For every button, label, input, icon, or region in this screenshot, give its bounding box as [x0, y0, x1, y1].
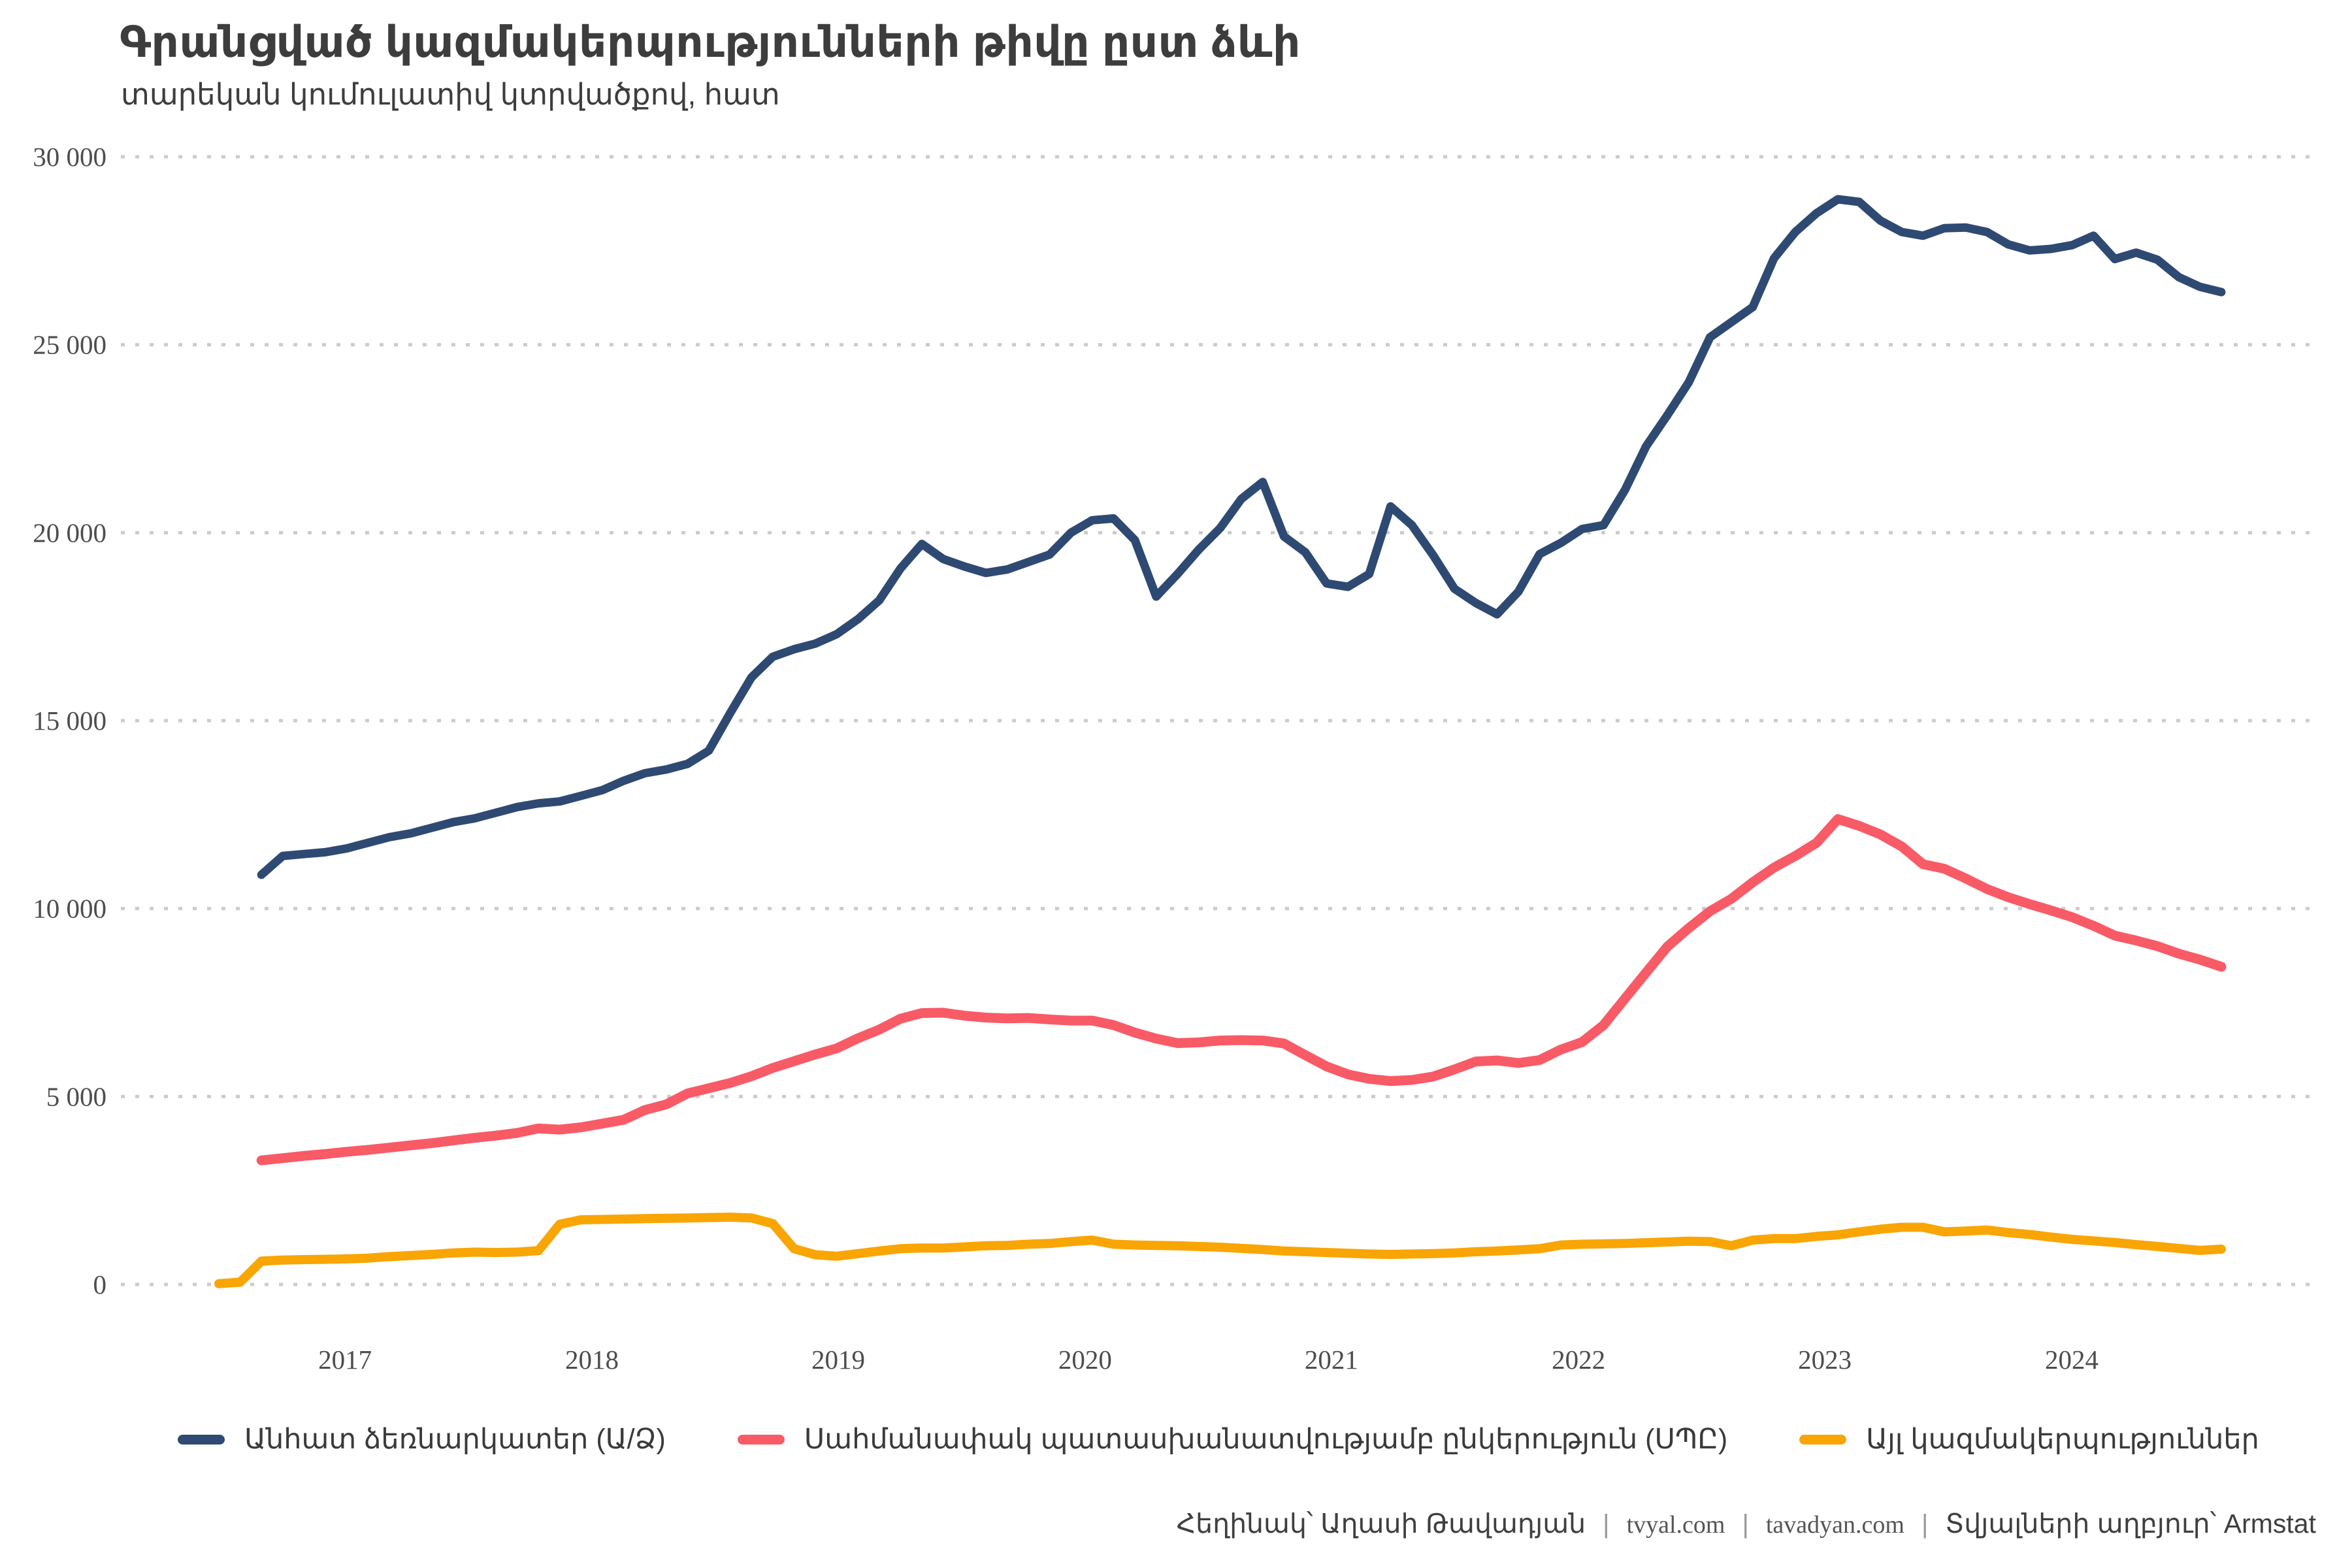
y-tick-label: 10 000 — [33, 894, 106, 924]
chart-subtitle: տարեկան կումուլատիվ կտրվածքով, հատ — [121, 78, 780, 111]
footer-link-tvyal: tvyal.com — [1626, 1511, 1725, 1539]
y-tick-label: 20 000 — [33, 517, 106, 547]
footer-separator: | — [1742, 1510, 1749, 1539]
x-tick-label-2022: 2022 — [1552, 1345, 1605, 1375]
legend-swatch-icon — [178, 1434, 225, 1445]
footer-source: Տվյալների աղբյուր՝ Armstat — [1945, 1509, 2316, 1539]
series-line-0 — [257, 195, 2226, 879]
footer-separator: | — [1603, 1510, 1610, 1539]
legend-label: Սահմանափակ պատասխանատվությամբ ընկերությո… — [804, 1424, 1728, 1455]
footer-link-tavadyan: tavadyan.com — [1765, 1511, 1904, 1539]
x-tick-label-2017: 2017 — [318, 1345, 372, 1375]
legend-item-2: Այլ կազմակերպություններ — [1799, 1423, 2259, 1456]
x-tick-label-2023: 2023 — [1798, 1345, 1852, 1375]
series-lines — [214, 195, 2227, 1288]
x-tick-label-2021: 2021 — [1305, 1345, 1358, 1375]
legend-swatch-icon — [737, 1434, 785, 1445]
legend-item-0: Անհատ ձեռնարկատեր (Ա/Ձ) — [178, 1423, 666, 1456]
footer-author: Հեղինակ՝ Աղասի Թավադյան — [1176, 1509, 1586, 1539]
chart-legend: Անհատ ձեռնարկատեր (Ա/Ձ) Սահմանափակ պատասխ… — [121, 1423, 2316, 1456]
footer-separator: | — [1921, 1510, 1929, 1539]
y-axis-tick-labels: 0 5 000 10 000 15 000 20 000 25 000 30 000 — [33, 142, 106, 1299]
x-tick-label-2020: 2020 — [1058, 1345, 1112, 1375]
x-tick-label-2024: 2024 — [2045, 1345, 2099, 1375]
chart-title: Գրանցված կազմակերպությունների թիվը ըստ ձ… — [120, 18, 1301, 66]
gridlines — [121, 155, 2319, 1286]
series-line-1 — [256, 814, 2227, 1166]
y-tick-label: 25 000 — [33, 330, 106, 360]
legend-item-1: Սահմանափակ պատասխանատվությամբ ընկերությո… — [737, 1423, 1728, 1456]
x-axis-tick-labels: 2017 2018 2019 2020 2021 2022 2023 2024 — [318, 1345, 2099, 1375]
x-tick-label-2018: 2018 — [565, 1345, 619, 1375]
legend-label: Այլ կազմակերպություններ — [1866, 1424, 2259, 1455]
series-line-2 — [214, 1213, 2226, 1288]
legend-label: Անհատ ձեռնարկատեր (Ա/Ձ) — [244, 1424, 666, 1455]
legend-swatch-icon — [1799, 1434, 1847, 1445]
y-tick-label: 30 000 — [33, 142, 106, 172]
y-tick-label: 0 — [93, 1269, 107, 1299]
y-tick-label: 15 000 — [33, 706, 106, 736]
chart-footer: Հեղինակ՝ Աղասի Թավադյան | tvyal.com | ta… — [1177, 1508, 2316, 1539]
y-tick-label: 5 000 — [46, 1081, 106, 1111]
x-tick-label-2019: 2019 — [811, 1345, 865, 1375]
